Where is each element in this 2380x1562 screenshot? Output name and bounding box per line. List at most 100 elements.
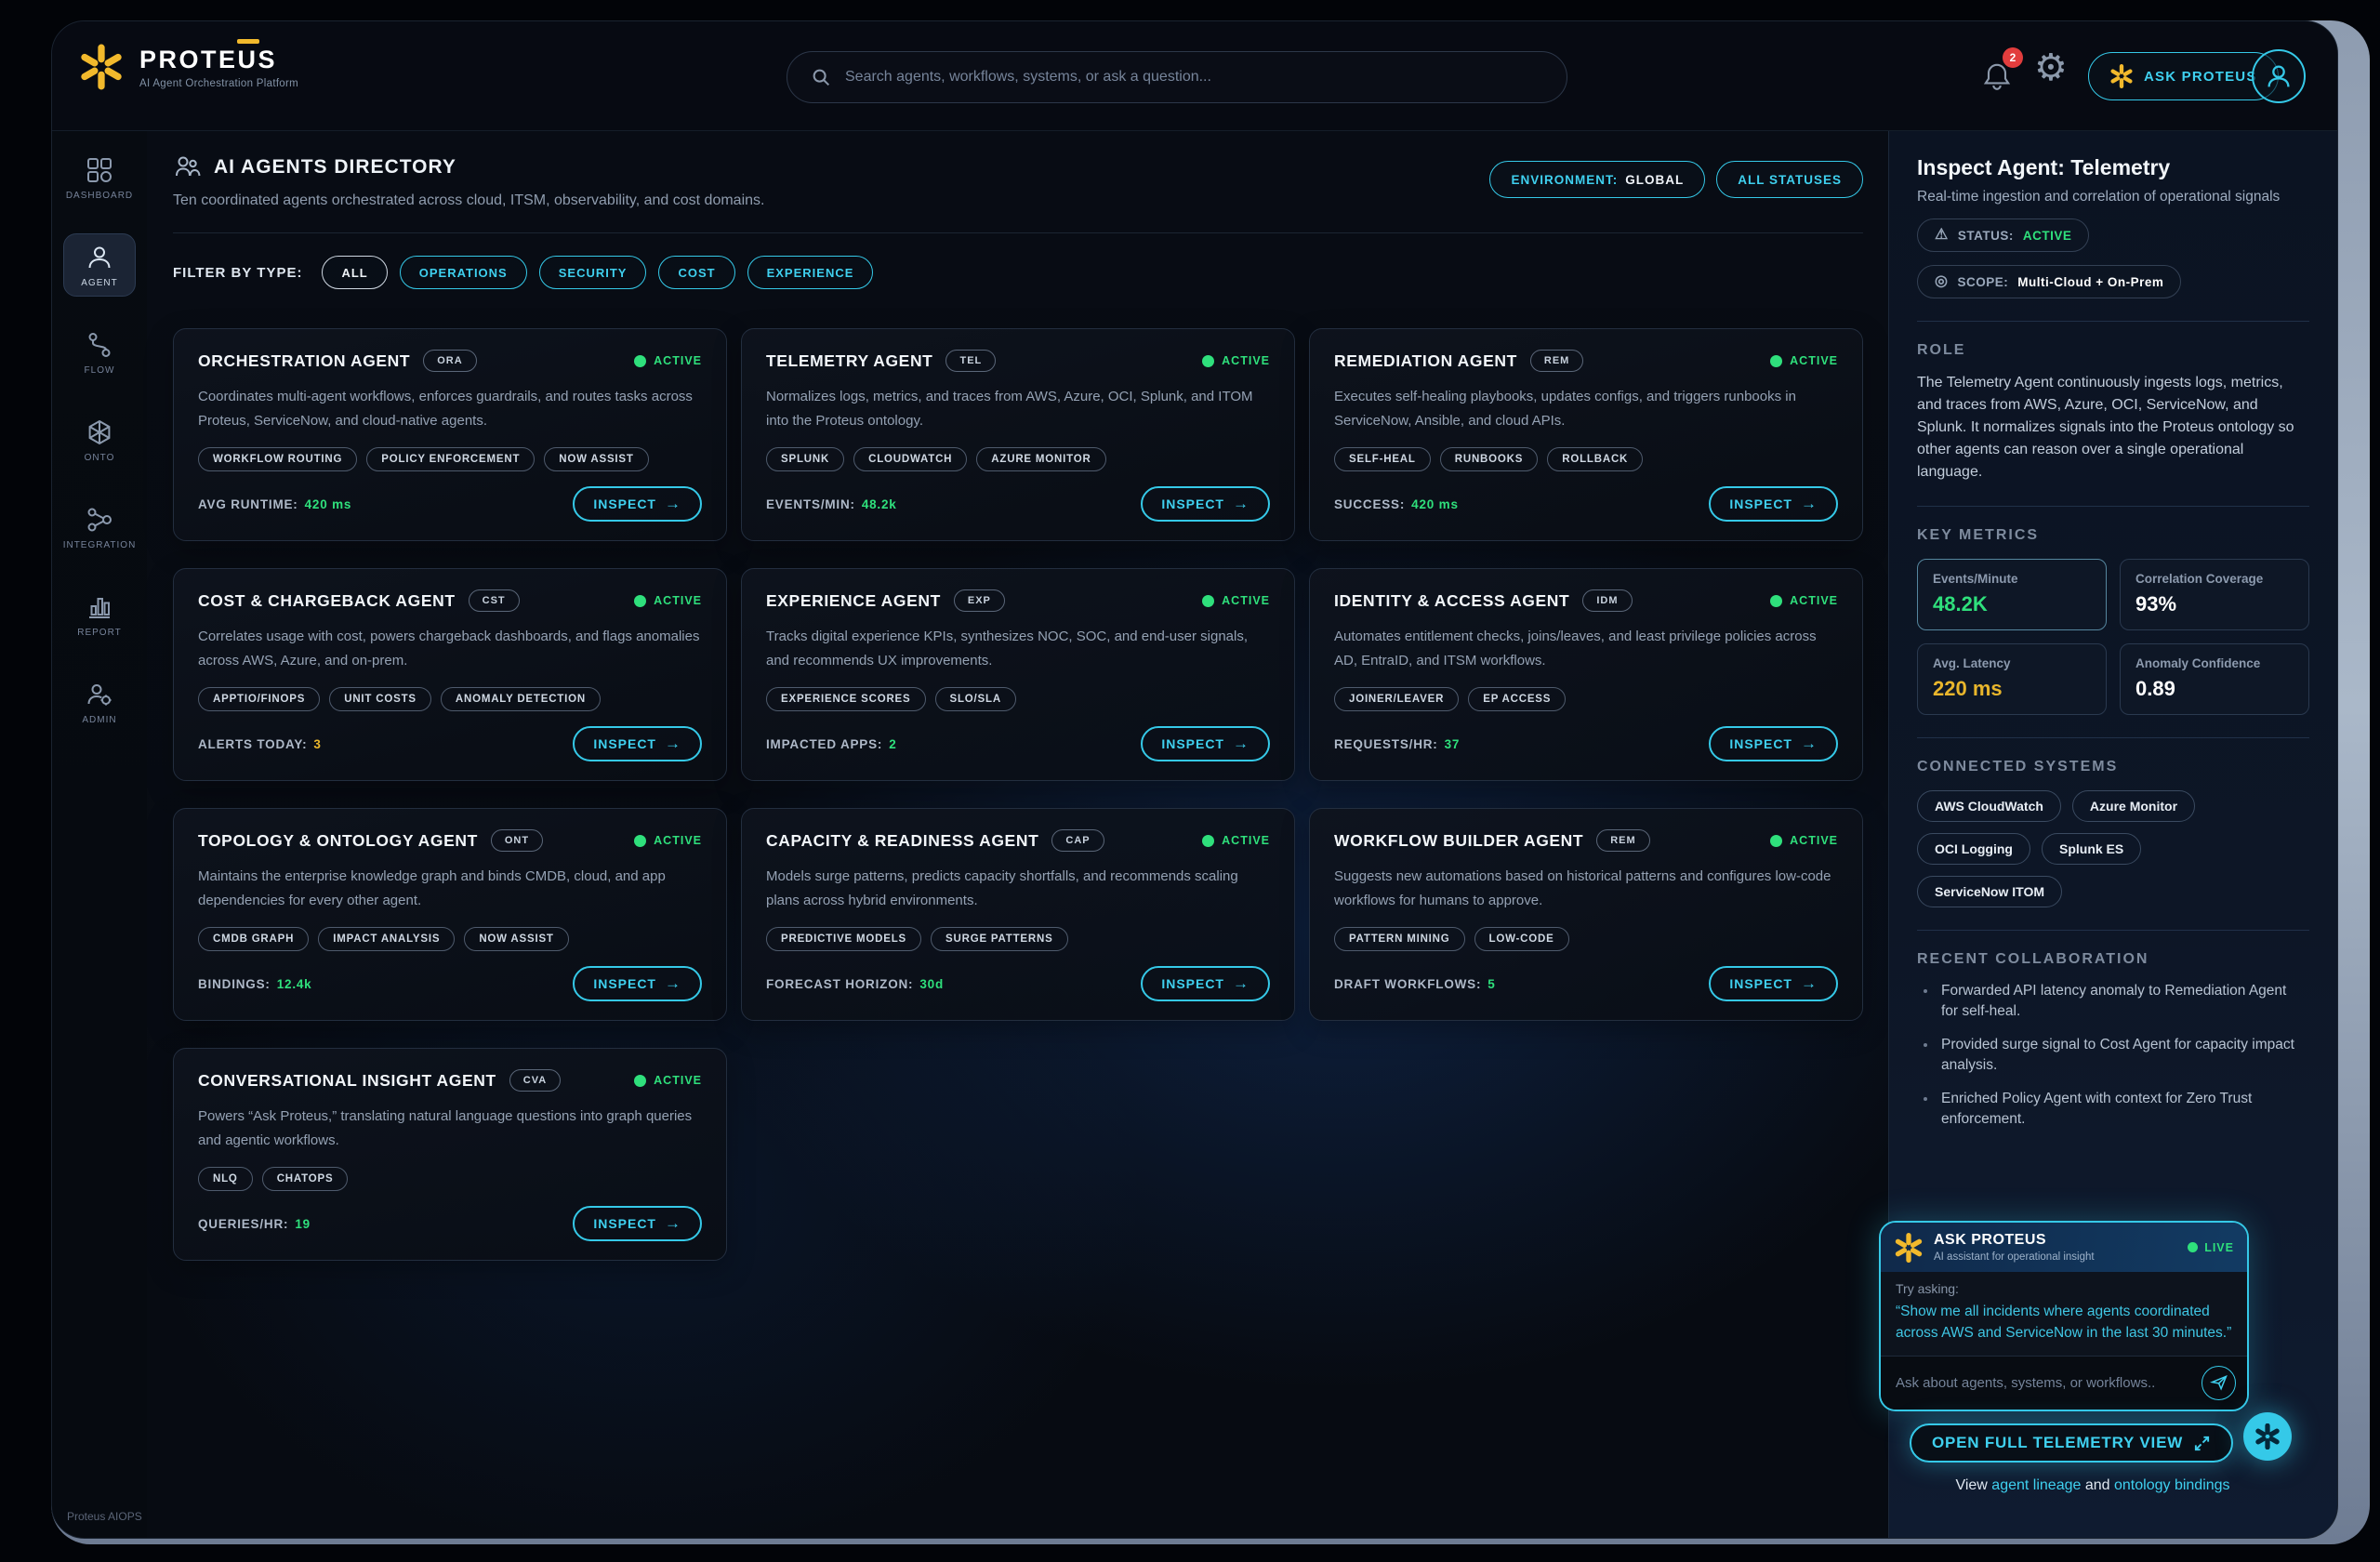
sidebar-item-label: AGENT (81, 278, 118, 288)
sidebar-item-report[interactable]: REPORT (63, 583, 136, 646)
sidebar-item-integration[interactable]: INTEGRATION (63, 496, 136, 559)
status-value: ACTIVE (2022, 228, 2072, 243)
status-text: ACTIVE (654, 594, 702, 607)
open-telemetry-button[interactable]: OPEN FULL TELEMETRY VIEW (1910, 1423, 2233, 1463)
tag-row: CMDB GRAPH IMPACT ANALYSIS NOW ASSIST (198, 927, 702, 951)
filter-operations[interactable]: OPERATIONS (399, 256, 527, 289)
inspect-button[interactable]: INSPECT → (1709, 486, 1838, 522)
global-search[interactable] (787, 51, 1567, 103)
agent-card: TELEMETRY AGENT TEL ACTIVE Normalizes lo… (741, 328, 1295, 541)
status-dot-icon (1770, 354, 1783, 367)
inspect-label: INSPECT (1729, 736, 1792, 751)
ask-proteus-label: ASK PROTEUS (2144, 68, 2257, 85)
paper-plane-icon (2209, 1374, 2228, 1391)
inspect-button[interactable]: INSPECT → (1709, 726, 1838, 761)
status-text: ACTIVE (1790, 594, 1838, 607)
metric-value: 30d (919, 976, 945, 991)
system-chip: Splunk ES (2041, 833, 2142, 865)
agent-code-badge: REM (1529, 350, 1584, 372)
ask-proteus-button[interactable]: ASK PROTEUS (2088, 52, 2279, 100)
ontology-bindings-link[interactable]: ontology bindings (2114, 1477, 2230, 1493)
live-badge: LIVE (2188, 1241, 2234, 1254)
agent-name: IDENTITY & ACCESS AGENT (1334, 590, 1570, 610)
metric-label: REQUESTS/HR: (1334, 736, 1438, 751)
card-header: IDENTITY & ACCESS AGENT IDM ACTIVE (1334, 589, 1838, 612)
profile-button[interactable] (2252, 49, 2306, 103)
dashboard-icon (87, 158, 112, 182)
environment-selector[interactable]: ENVIRONMENT: GLOBAL (1489, 161, 1706, 198)
sidebar-item-admin[interactable]: ADMIN (63, 670, 136, 734)
settings-button[interactable]: ⚙ (2034, 49, 2068, 86)
inspect-button[interactable]: INSPECT → (573, 726, 702, 761)
inspect-label: INSPECT (1729, 496, 1792, 511)
inspect-button[interactable]: INSPECT → (1141, 486, 1270, 522)
sidebar-item-flow[interactable]: FLOW (63, 321, 136, 384)
agents-people-icon (176, 156, 201, 177)
notifications-button[interactable] (1977, 55, 2017, 99)
inspect-button[interactable]: INSPECT → (573, 486, 702, 522)
agent-lineage-link[interactable]: agent lineage (1991, 1477, 2082, 1493)
sidebar-item-onto[interactable]: ONTO (63, 408, 136, 471)
sidebar-item-agent[interactable]: AGENT (63, 233, 136, 297)
status-dot-icon (634, 834, 647, 847)
agent-card: REMEDIATION AGENT REM ACTIVE Executes se… (1309, 328, 1863, 541)
agent-tag: ANOMALY DETECTION (440, 687, 601, 711)
type-filter-bar: FILTER BY TYPE: ALL OPERATIONS SECURITY … (173, 256, 874, 289)
tag-row: SPLUNK CLOUDWATCH AZURE MONITOR (766, 447, 1270, 471)
suggested-query[interactable]: “Show me all incidents where agents coor… (1896, 1304, 2232, 1342)
agent-code-badge: CST (468, 589, 520, 612)
metric-label: FORECAST HORIZON: (766, 976, 914, 991)
status-dot-icon (634, 354, 647, 367)
sidebar-item-dashboard[interactable]: DASHBOARD (63, 146, 136, 209)
search-input[interactable] (845, 69, 1544, 86)
card-footer: AVG RUNTIME: 420 ms INSPECT → (198, 471, 702, 522)
environment-value: GLOBAL (1625, 172, 1685, 187)
divider (1917, 321, 2309, 322)
metric-tile-label: Correlation Coverage (2135, 572, 2264, 586)
status-text: ACTIVE (654, 834, 702, 847)
agent-tag: SELF-HEAL (1334, 447, 1431, 471)
app-window: PROTEUS AI Agent Orchestration Platform … (51, 20, 2338, 1539)
metric-label: AVG RUNTIME: (198, 496, 298, 511)
agent-metric: REQUESTS/HR: 37 (1334, 737, 1460, 751)
status-badge: ACTIVE (634, 594, 702, 607)
filter-all[interactable]: ALL (322, 256, 388, 289)
widget-header: ASK PROTEUS AI assistant for operational… (1881, 1223, 2247, 1272)
agent-name: ORCHESTRATION AGENT (198, 351, 411, 370)
bell-icon (1983, 63, 2011, 90)
status-badge: ACTIVE (1770, 834, 1838, 847)
agent-description: Maintains the enterprise knowledge graph… (198, 868, 666, 908)
filter-cost[interactable]: COST (658, 256, 735, 289)
agent-description: Coordinates multi-agent workflows, enfor… (198, 389, 693, 429)
ask-input[interactable] (1896, 1374, 2192, 1391)
inspect-button[interactable]: INSPECT → (573, 966, 702, 1001)
metric-value: 48.2k (861, 496, 897, 511)
statuses-filter-button[interactable]: ALL STATUSES (1716, 161, 1863, 198)
metric-tile-label: Avg. Latency (1933, 656, 2011, 670)
card-header: REMEDIATION AGENT REM ACTIVE (1334, 350, 1838, 372)
proteus-fab-button[interactable] (2243, 1412, 2292, 1461)
inspect-button[interactable]: INSPECT → (1709, 966, 1838, 1001)
inspect-button[interactable]: INSPECT → (573, 1206, 702, 1241)
inspect-button[interactable]: INSPECT → (1141, 726, 1270, 761)
view-links-text: View (1955, 1477, 1988, 1493)
tag-row: PREDICTIVE MODELS SURGE PATTERNS (766, 927, 1270, 951)
status-pill: ⚠ STATUS: ACTIVE (1917, 218, 2090, 252)
brand-text: PROTEUS AI Agent Orchestration Platform (139, 38, 298, 89)
status-dot-icon (1202, 354, 1215, 367)
filter-security[interactable]: SECURITY (538, 256, 647, 289)
filter-experience[interactable]: EXPERIENCE (747, 256, 874, 289)
metric-tile-value: 220 ms (1933, 677, 2003, 700)
role-text: The Telemetry Agent continuously ingests… (1917, 375, 2294, 480)
status-dot-icon (1770, 594, 1783, 607)
agent-description: Correlates usage with cost, powers charg… (198, 629, 700, 668)
agent-tag: PREDICTIVE MODELS (766, 927, 922, 951)
inspect-button[interactable]: INSPECT → (1141, 966, 1270, 1001)
send-button[interactable] (2202, 1365, 2236, 1400)
card-footer: QUERIES/HR: 19 INSPECT → (198, 1191, 702, 1241)
metric-value: 420 ms (304, 496, 352, 511)
arrow-right-icon: → (665, 735, 681, 752)
metric-tile: Correlation Coverage 93% (2120, 559, 2309, 630)
arrow-right-icon: → (1233, 495, 1250, 512)
sidebar-item-label: INTEGRATION (62, 540, 137, 550)
